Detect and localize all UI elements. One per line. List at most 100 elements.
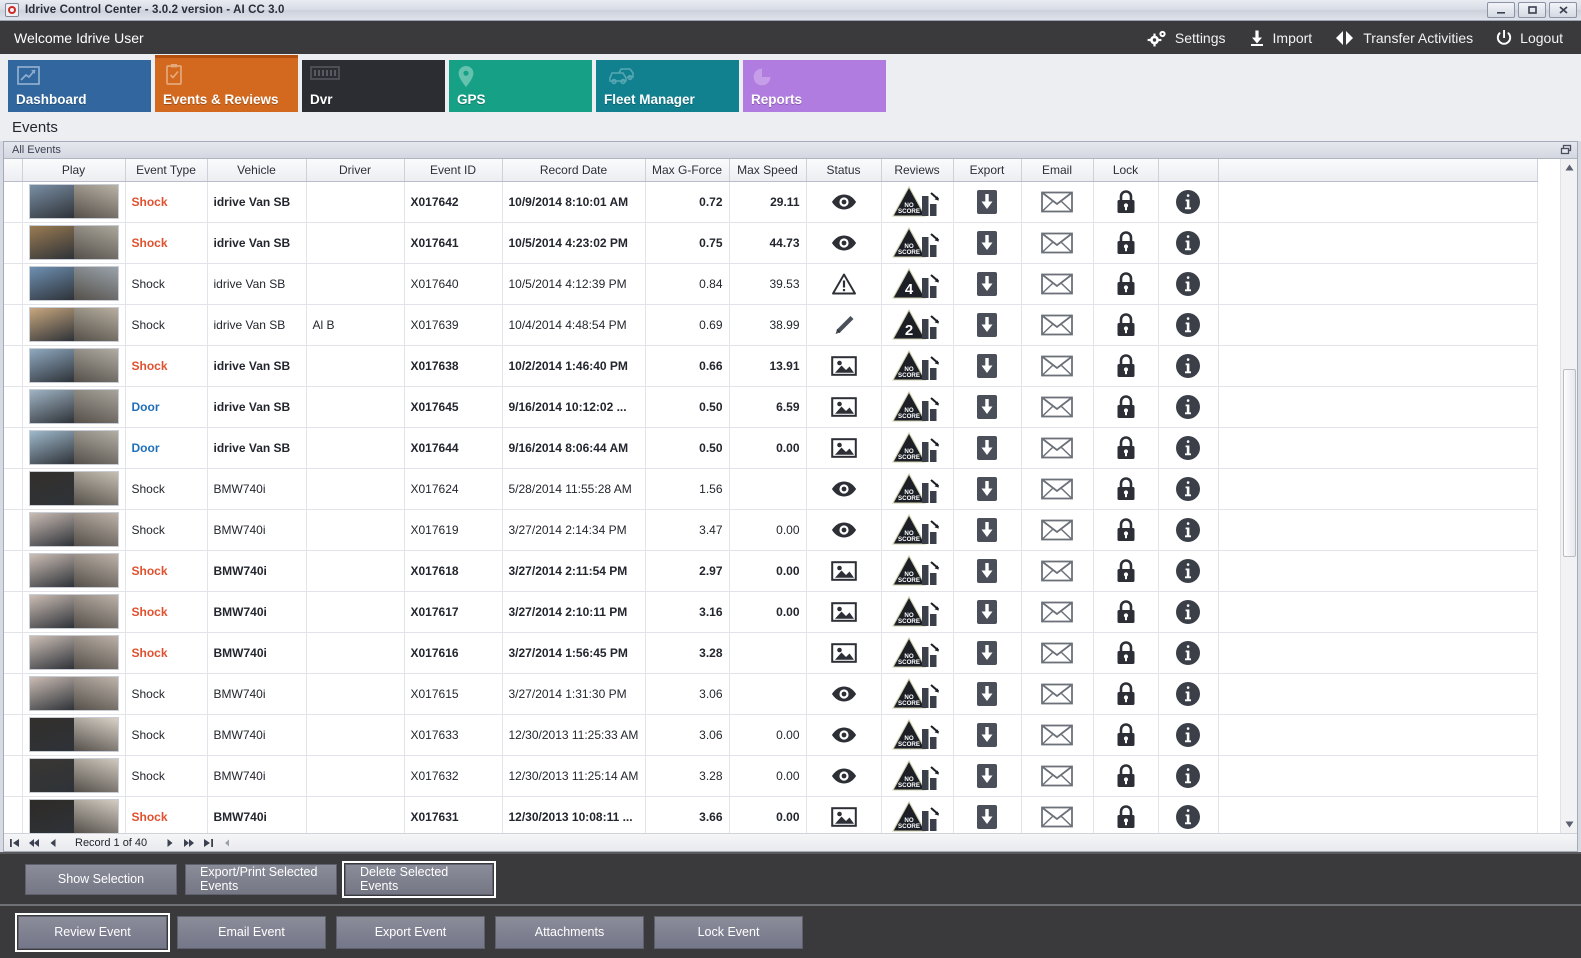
image-icon[interactable]	[813, 387, 875, 427]
cell-status[interactable]	[806, 632, 882, 674]
lock-icon[interactable]	[1100, 469, 1152, 509]
play-thumbnail-cell[interactable]	[22, 181, 126, 223]
cell-email[interactable]	[1021, 632, 1094, 674]
table-row[interactable]: Shock BMW740i X017632 12/30/2013 11:25:14 A…	[4, 755, 1538, 797]
info-icon[interactable]	[1165, 305, 1212, 345]
cell-status[interactable]	[806, 222, 882, 264]
header-reviews[interactable]: Reviews	[881, 159, 954, 182]
download-box-icon[interactable]	[960, 592, 1015, 632]
cell-info[interactable]	[1158, 263, 1219, 305]
cell-lock[interactable]	[1093, 509, 1159, 551]
cell-export[interactable]	[953, 550, 1022, 592]
cell-export[interactable]	[953, 222, 1022, 264]
cell-email[interactable]	[1021, 345, 1094, 387]
lock-icon[interactable]	[1100, 551, 1152, 591]
review-score-icon[interactable]: NO SCORE	[888, 469, 947, 509]
cell-export[interactable]	[953, 796, 1022, 833]
header-play[interactable]: Play	[22, 159, 126, 182]
cell-info[interactable]	[1158, 345, 1219, 387]
review-score-icon[interactable]: NO SCORE	[888, 551, 947, 591]
cell-lock[interactable]	[1093, 222, 1159, 264]
horizontal-scroll-left-icon[interactable]	[220, 836, 233, 849]
info-icon[interactable]	[1165, 674, 1212, 714]
transfer-activities-button[interactable]: Transfer Activities	[1334, 29, 1473, 47]
event-thumbnail[interactable]	[28, 758, 119, 793]
settings-button[interactable]: Settings	[1146, 29, 1226, 47]
info-icon[interactable]	[1165, 633, 1212, 673]
close-icon[interactable]	[1549, 2, 1577, 18]
envelope-icon[interactable]	[1028, 182, 1087, 222]
envelope-icon[interactable]	[1028, 674, 1087, 714]
eye-icon[interactable]	[813, 510, 875, 550]
event-thumbnail[interactable]	[28, 348, 119, 383]
event-thumbnail[interactable]	[28, 676, 119, 711]
cell-lock[interactable]	[1093, 304, 1159, 346]
play-thumbnail-cell[interactable]	[22, 714, 126, 756]
lock-icon[interactable]	[1100, 797, 1152, 834]
prev-icon[interactable]	[46, 836, 59, 849]
image-icon[interactable]	[813, 633, 875, 673]
cell-reviews[interactable]: NO SCORE	[881, 509, 954, 551]
row-selector[interactable]	[4, 386, 23, 428]
play-thumbnail-cell[interactable]	[22, 550, 126, 592]
cell-reviews[interactable]: NO SCORE	[881, 714, 954, 756]
envelope-icon[interactable]	[1028, 223, 1087, 263]
cell-email[interactable]	[1021, 304, 1094, 346]
nav-tab-events-and-reviews[interactable]: Events & Reviews	[155, 55, 298, 112]
show-selection-button[interactable]: Show Selection	[25, 863, 177, 895]
header-info[interactable]	[1158, 159, 1219, 182]
lock-icon[interactable]	[1100, 264, 1152, 304]
download-box-icon[interactable]	[960, 551, 1015, 591]
cell-lock[interactable]	[1093, 427, 1159, 469]
download-box-icon[interactable]	[960, 756, 1015, 796]
cell-email[interactable]	[1021, 263, 1094, 305]
row-selector[interactable]	[4, 714, 23, 756]
cell-export[interactable]	[953, 181, 1022, 223]
cell-reviews[interactable]: NO SCORE	[881, 673, 954, 715]
review-event-button[interactable]: Review Event	[15, 912, 170, 952]
eye-icon[interactable]	[813, 715, 875, 755]
review-score-icon[interactable]: NO SCORE	[888, 592, 947, 632]
image-icon[interactable]	[813, 551, 875, 591]
row-selector[interactable]	[4, 345, 23, 387]
cell-status[interactable]	[806, 673, 882, 715]
play-thumbnail-cell[interactable]	[22, 591, 126, 633]
info-icon[interactable]	[1165, 592, 1212, 632]
table-row[interactable]: Door idrive Van SB X017644 9/16/2014 8:06:4…	[4, 427, 1538, 469]
cell-reviews[interactable]: NO SCORE	[881, 796, 954, 833]
cell-status[interactable]	[806, 468, 882, 510]
download-box-icon[interactable]	[960, 715, 1015, 755]
cell-info[interactable]	[1158, 591, 1219, 633]
review-score-icon[interactable]: NO SCORE	[888, 223, 947, 263]
header-max-g-force[interactable]: Max G-Force	[645, 159, 730, 182]
image-icon[interactable]	[813, 592, 875, 632]
review-score-icon[interactable]: NO SCORE	[888, 387, 947, 427]
row-selector[interactable]	[4, 673, 23, 715]
eye-icon[interactable]	[813, 223, 875, 263]
row-selector[interactable]	[4, 632, 23, 674]
review-score-icon[interactable]: NO SCORE	[888, 674, 947, 714]
table-row[interactable]: Shock idrive Van SB Al B X017639 10/4/2014 4…	[4, 304, 1538, 346]
lock-icon[interactable]	[1100, 223, 1152, 263]
cell-status[interactable]	[806, 591, 882, 633]
row-selector[interactable]	[4, 263, 23, 305]
envelope-icon[interactable]	[1028, 305, 1087, 345]
cell-email[interactable]	[1021, 427, 1094, 469]
envelope-icon[interactable]	[1028, 715, 1087, 755]
header-lock[interactable]: Lock	[1093, 159, 1159, 182]
play-thumbnail-cell[interactable]	[22, 755, 126, 797]
cell-reviews[interactable]: NO SCORE	[881, 591, 954, 633]
event-thumbnail[interactable]	[28, 430, 119, 465]
header-event-id[interactable]: Event ID	[404, 159, 503, 182]
cell-email[interactable]	[1021, 222, 1094, 264]
table-row[interactable]: Shock BMW740i X017619 3/27/2014 2:14:34 PM 3…	[4, 509, 1538, 551]
cell-info[interactable]	[1158, 550, 1219, 592]
cell-reviews[interactable]: NO SCORE	[881, 181, 954, 223]
cell-lock[interactable]	[1093, 181, 1159, 223]
row-selector[interactable]	[4, 427, 23, 469]
header-event-type[interactable]: Event Type	[125, 159, 208, 182]
cell-status[interactable]	[806, 714, 882, 756]
cell-export[interactable]	[953, 509, 1022, 551]
row-selector[interactable]	[4, 591, 23, 633]
lock-icon[interactable]	[1100, 387, 1152, 427]
